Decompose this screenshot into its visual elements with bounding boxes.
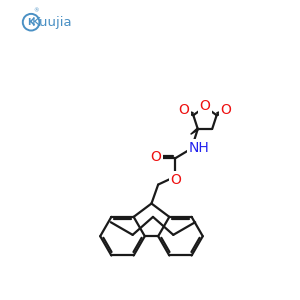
Polygon shape <box>190 128 198 134</box>
Text: O: O <box>150 150 161 164</box>
Text: ®: ® <box>33 8 38 14</box>
Text: O: O <box>171 173 182 187</box>
Text: K: K <box>28 18 34 27</box>
Text: NH: NH <box>189 141 209 155</box>
Text: Kuujia: Kuujia <box>32 16 73 29</box>
Text: O: O <box>178 103 189 118</box>
Text: O: O <box>200 99 210 113</box>
Text: O: O <box>221 103 232 118</box>
